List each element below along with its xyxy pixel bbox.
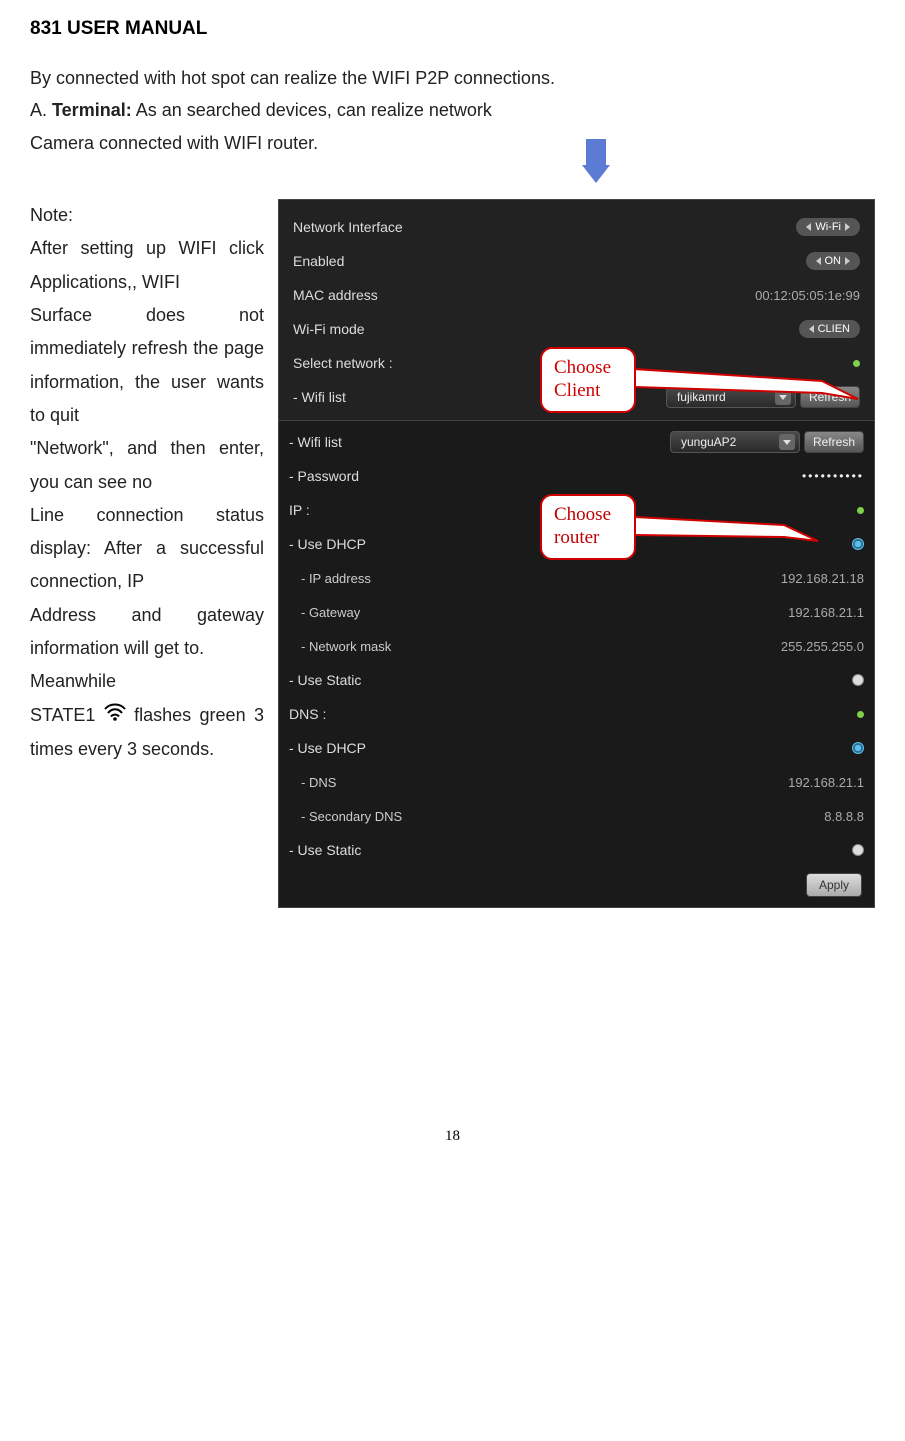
- use-dhcp-radio[interactable]: [852, 538, 864, 550]
- network-interface-value: Wi-Fi: [815, 221, 841, 233]
- use-dhcp2-label: - Use DHCP: [289, 740, 852, 756]
- chevron-down-icon: [779, 434, 795, 450]
- gateway-label: - Gateway: [301, 605, 788, 620]
- network-interface-label: Network Interface: [293, 219, 796, 235]
- note-t4: Line connection status display: After a …: [30, 499, 264, 599]
- intro-block: By connected with hot spot can realize t…: [30, 62, 875, 159]
- note-t7: STATE1 flashes green 3 times every 3 sec…: [30, 699, 264, 766]
- use-static2-radio[interactable]: [852, 844, 864, 856]
- intro-line1: By connected with hot spot can realize t…: [30, 62, 875, 94]
- callout-client-l2: Client: [554, 380, 600, 401]
- note-t2: Surface does not immediately refresh the…: [30, 299, 264, 432]
- dns-section-label: DNS :: [289, 706, 857, 722]
- wifi-mode-value: CLIEN: [818, 323, 850, 335]
- wifi-list-dropdown-2[interactable]: yunguAP2: [670, 431, 800, 453]
- mac-label: MAC address: [293, 287, 755, 303]
- apply-button[interactable]: Apply: [806, 873, 862, 897]
- refresh-button-2[interactable]: Refresh: [804, 431, 864, 453]
- wifi-icon: [104, 699, 126, 732]
- note-t3: "Network", and then enter, you can see n…: [30, 432, 264, 499]
- use-static-label: - Use Static: [289, 672, 852, 688]
- intro-terminal: Terminal:: [52, 100, 132, 120]
- use-static2-label: - Use Static: [289, 842, 852, 858]
- wifi-mode-label: Wi-Fi mode: [293, 321, 799, 337]
- dns-secondary-label: - Secondary DNS: [301, 809, 824, 824]
- chevron-right-icon: [845, 257, 850, 265]
- status-dot-icon: [857, 711, 864, 718]
- netmask-label: - Network mask: [301, 639, 781, 654]
- note-heading: Note:: [30, 199, 264, 232]
- dns-primary-label: - DNS: [301, 775, 788, 790]
- network-interface-pill[interactable]: Wi-Fi: [796, 218, 860, 236]
- screenshot-area: Choose Client Choose router Network Inte…: [278, 199, 875, 908]
- note-t6: Meanwhile: [30, 665, 264, 698]
- callout-client-pointer: [634, 363, 864, 413]
- mac-value: 00:12:05:05:1e:99: [755, 288, 860, 303]
- intro-line3: Camera connected with WIFI router.: [30, 127, 875, 159]
- use-static-radio[interactable]: [852, 674, 864, 686]
- ip-address-value: 192.168.21.18: [781, 571, 864, 586]
- gateway-value: 192.168.21.1: [788, 605, 864, 620]
- callout-router-pointer: [634, 511, 824, 561]
- enabled-label: Enabled: [293, 253, 806, 269]
- chevron-left-icon: [816, 257, 821, 265]
- enabled-value: ON: [825, 255, 842, 267]
- note-t1: After setting up WIFI click Applications…: [30, 232, 264, 299]
- intro-prefix: A.: [30, 100, 52, 120]
- callout-choose-client: Choose Client: [540, 347, 636, 413]
- status-dot-icon: [857, 507, 864, 514]
- page-number: 18: [30, 1128, 875, 1145]
- state1-text: STATE1: [30, 705, 104, 725]
- wifi-list-label-2: - Wifi list: [289, 434, 670, 450]
- callout-router-l2: router: [554, 527, 599, 548]
- chevron-left-icon: [809, 325, 814, 333]
- netmask-value: 255.255.255.0: [781, 639, 864, 654]
- dns-primary-value: 192.168.21.1: [788, 775, 864, 790]
- password-field[interactable]: ••••••••••: [802, 469, 864, 483]
- wifi-list-value-2: yunguAP2: [681, 435, 736, 449]
- note-column: Note: After setting up WIFI click Applic…: [30, 199, 264, 908]
- use-dhcp2-radio[interactable]: [852, 742, 864, 754]
- chevron-left-icon: [806, 223, 811, 231]
- arrow-down-icon: [582, 139, 610, 183]
- ip-address-label: - IP address: [301, 571, 781, 586]
- intro-rest: As an searched devices, can realize netw…: [132, 100, 492, 120]
- intro-line2: A. Terminal: As an searched devices, can…: [30, 94, 875, 126]
- dns-secondary-value: 8.8.8.8: [824, 809, 864, 824]
- callout-choose-router: Choose router: [540, 494, 636, 560]
- wifi-mode-pill[interactable]: CLIEN: [799, 320, 860, 338]
- callout-router-l1: Choose: [554, 504, 611, 525]
- password-label: - Password: [289, 468, 802, 484]
- note-t5: Address and gateway information will get…: [30, 599, 264, 666]
- chevron-right-icon: [845, 223, 850, 231]
- doc-title: 831 USER MANUAL: [30, 18, 875, 40]
- enabled-toggle[interactable]: ON: [806, 252, 861, 270]
- callout-client-l1: Choose: [554, 357, 611, 378]
